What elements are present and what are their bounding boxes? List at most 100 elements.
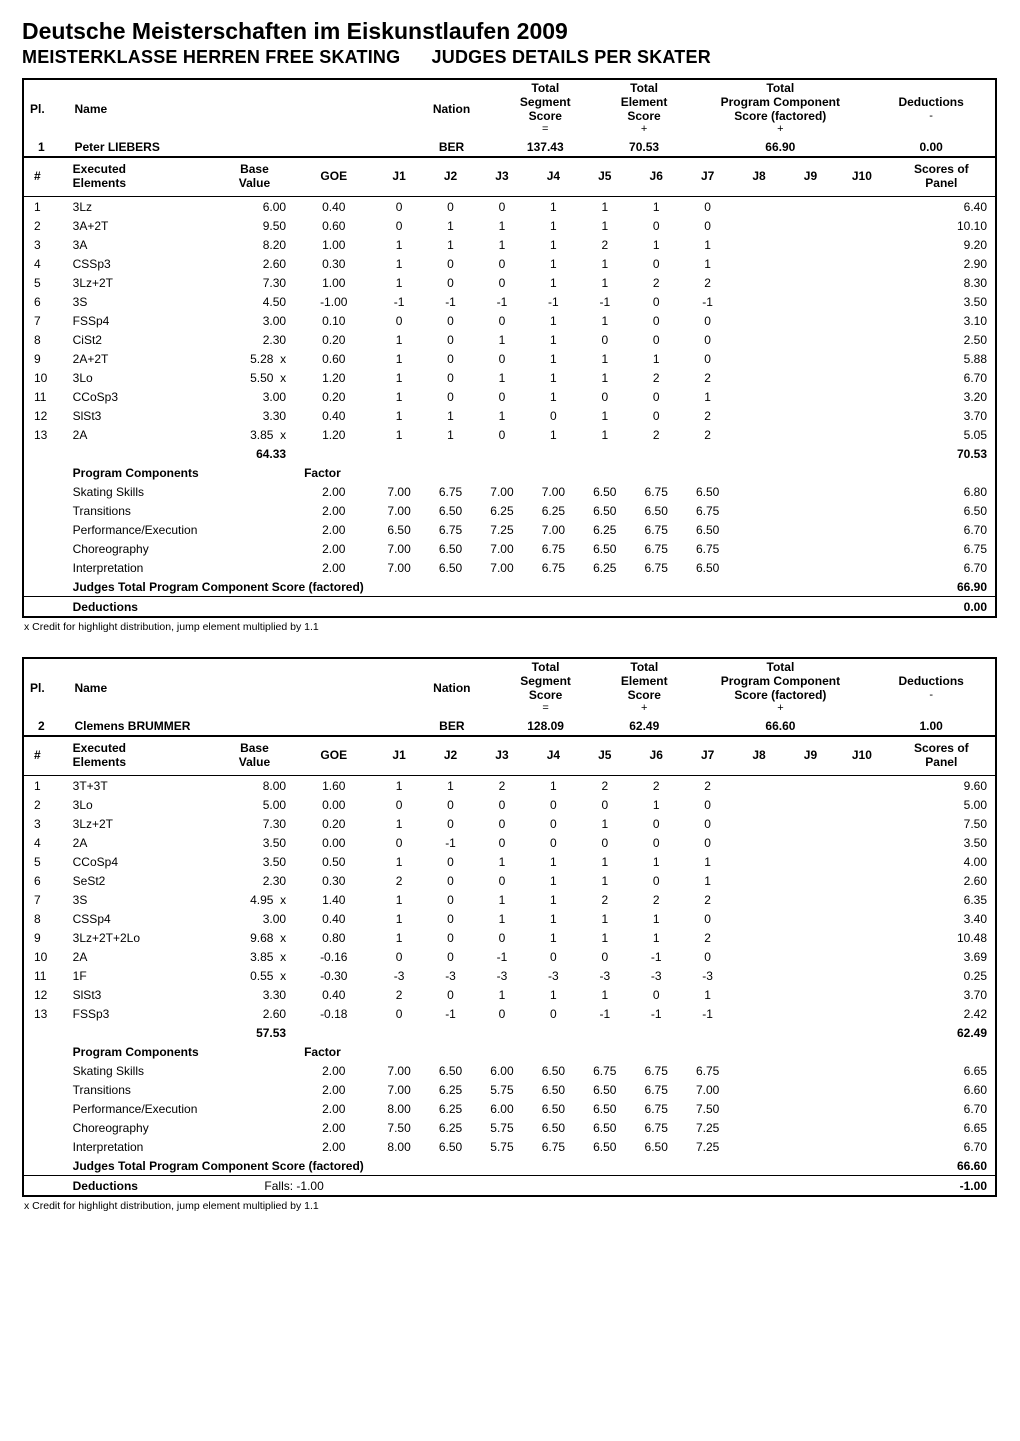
component-row: Skating Skills 2.00 7.006.506.006.506.75…: [23, 1061, 996, 1080]
elem-goe: 1.00: [294, 273, 373, 292]
col-j6: J6: [631, 737, 682, 776]
skater-header-table: Pl. Name Nation Total Segment Score = To…: [22, 78, 997, 158]
col-goe: GOE: [294, 737, 373, 776]
component-factor: 2.00: [294, 558, 373, 577]
elem-j3: 0: [476, 928, 527, 947]
elem-bv: 9.68 x: [215, 928, 294, 947]
component-j6: 6.75: [631, 558, 682, 577]
elem-j6: 0: [631, 254, 682, 273]
component-name: Interpretation: [63, 558, 215, 577]
component-j2: 6.25: [425, 1080, 476, 1099]
elem-bv: 3.00: [215, 311, 294, 330]
component-j1: 8.00: [373, 1099, 424, 1118]
component-total-row: Judges Total Program Component Score (fa…: [23, 1156, 996, 1176]
elem-j4: 1: [528, 197, 579, 217]
hdr-element-label: Total Element Score +: [595, 658, 694, 717]
elem-j5: 1: [579, 216, 630, 235]
component-j4: 6.75: [528, 558, 579, 577]
elem-num: 8: [23, 909, 63, 928]
elem-j9: [785, 814, 836, 833]
factor-header: Factor: [294, 1042, 373, 1061]
component-j9: [785, 520, 836, 539]
elem-num: 3: [23, 235, 63, 254]
elem-bv: 2.60: [215, 1004, 294, 1023]
col-goe: GOE: [294, 158, 373, 197]
elem-j2: 1: [425, 425, 476, 444]
hdr-name-value: Clemens BRUMMER: [68, 717, 407, 736]
elem-num: 13: [23, 1004, 63, 1023]
element-row: 13 2A 3.85 x 1.20 1101122 5.05: [23, 425, 996, 444]
elem-j2: 0: [425, 852, 476, 871]
component-j6: 6.50: [631, 1137, 682, 1156]
elem-j9: [785, 425, 836, 444]
elem-j7: 2: [682, 406, 733, 425]
elem-j7: 2: [682, 368, 733, 387]
component-j6: 6.75: [631, 482, 682, 501]
component-j3: 7.25: [476, 520, 527, 539]
elem-j8: [733, 909, 784, 928]
elem-j3: 1: [476, 909, 527, 928]
elem-j4: -3: [528, 966, 579, 985]
doc-title: Deutsche Meisterschaften im Eiskunstlauf…: [22, 18, 998, 45]
elem-j10: [836, 197, 887, 217]
component-j8: [733, 558, 784, 577]
component-score: 6.70: [888, 558, 996, 577]
elem-score: 3.50: [888, 833, 996, 852]
component-j9: [785, 1118, 836, 1137]
hdr-nation-label: Nation: [407, 79, 496, 138]
elem-name: CCoSp4: [63, 852, 215, 871]
elem-j6: 2: [631, 273, 682, 292]
col-j8: J8: [733, 158, 784, 197]
elem-j4: 1: [528, 985, 579, 1004]
component-j7: 6.50: [682, 558, 733, 577]
elem-j10: [836, 254, 887, 273]
element-row: 8 CiSt2 2.30 0.20 1011000 2.50: [23, 330, 996, 349]
elem-name: 3Lz+2T+2Lo: [63, 928, 215, 947]
component-total-value: 66.60: [888, 1156, 996, 1176]
elem-name: 2A+2T: [63, 349, 215, 368]
elem-goe: 0.80: [294, 928, 373, 947]
elem-score: 6.70: [888, 368, 996, 387]
elem-j9: [785, 387, 836, 406]
component-j4: 6.75: [528, 539, 579, 558]
element-row: 10 2A 3.85 x -0.16 00-100-10 3.69: [23, 947, 996, 966]
elem-j5: -1: [579, 292, 630, 311]
footnote: x Credit for highlight distribution, jum…: [24, 1200, 998, 1212]
elem-name: 3S: [63, 292, 215, 311]
component-j9: [785, 1137, 836, 1156]
hdr-name-value: Peter LIEBERS: [68, 138, 407, 157]
hdr-name-label: Name: [68, 79, 407, 138]
component-j7: 7.00: [682, 1080, 733, 1099]
elem-j3: -1: [476, 292, 527, 311]
elem-bv: 3.30: [215, 985, 294, 1004]
elem-j10: [836, 852, 887, 871]
elem-goe: 0.30: [294, 871, 373, 890]
element-row: 9 2A+2T 5.28 x 0.60 1001110 5.88: [23, 349, 996, 368]
component-j7: 6.50: [682, 482, 733, 501]
elem-name: SlSt3: [63, 406, 215, 425]
col-bv: BaseValue: [215, 158, 294, 197]
elem-j8: [733, 311, 784, 330]
elem-num: 5: [23, 852, 63, 871]
col-j9: J9: [785, 737, 836, 776]
elem-j3: 0: [476, 1004, 527, 1023]
doc-subtitle-left: MEISTERKLASSE HERREN FREE SKATING: [22, 47, 400, 67]
component-j6: 6.75: [631, 1099, 682, 1118]
elem-j6: 0: [631, 871, 682, 890]
elem-j7: 0: [682, 330, 733, 349]
elem-j5: 1: [579, 406, 630, 425]
element-row: 6 3S 4.50 -1.00 -1-1-1-1-10-1 3.50: [23, 292, 996, 311]
elem-j7: 0: [682, 216, 733, 235]
elem-j8: [733, 425, 784, 444]
elem-j8: [733, 852, 784, 871]
elem-num: 7: [23, 311, 63, 330]
elem-j1: 1: [373, 368, 424, 387]
component-row: Performance/Execution 2.00 8.006.256.006…: [23, 1099, 996, 1118]
elem-j9: [785, 197, 836, 217]
elem-j10: [836, 273, 887, 292]
elem-j10: [836, 330, 887, 349]
component-total-label: Judges Total Program Component Score (fa…: [63, 577, 837, 597]
elem-j3: 0: [476, 833, 527, 852]
elem-j10: [836, 833, 887, 852]
elem-bv: 5.50 x: [215, 368, 294, 387]
